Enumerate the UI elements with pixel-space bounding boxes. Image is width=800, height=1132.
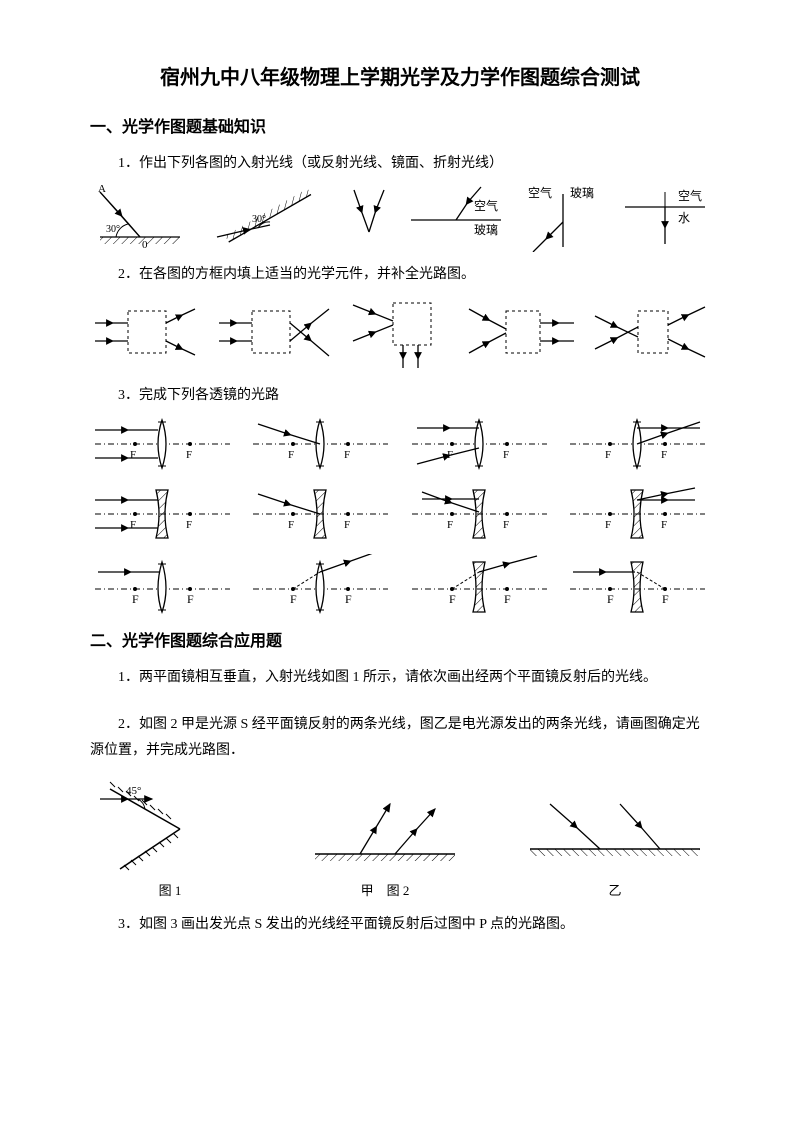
F-l1a: F bbox=[130, 449, 136, 461]
lens-concave-1: F F bbox=[90, 484, 235, 544]
lens-concave-3: F F bbox=[407, 484, 552, 544]
F-l4b: F bbox=[661, 449, 667, 461]
section2-q1: 1．两平面镜相互垂直，入射光线如图 1 所示，请依次画出经两个平面镜反射后的光线… bbox=[90, 665, 710, 690]
lens-convex-4: F F bbox=[565, 414, 710, 474]
fig-perp-mirrors: 45° bbox=[90, 769, 250, 879]
q2-figures bbox=[90, 293, 710, 373]
page-title: 宿州九中八年级物理上学期光学及力学作图题综合测试 bbox=[90, 60, 710, 96]
jia-label: 甲 bbox=[361, 883, 374, 898]
label-O: 0 bbox=[142, 239, 148, 251]
F-l3b: F bbox=[503, 449, 509, 461]
section2-header: 二、光学作图题综合应用题 bbox=[90, 628, 710, 657]
section1-header: 一、光学作图题基础知识 bbox=[90, 114, 710, 143]
F-m2a: F bbox=[290, 592, 297, 606]
F-l2b: F bbox=[344, 449, 350, 461]
F-m4b: F bbox=[662, 592, 669, 606]
section2-figures: 45° 图 1 甲 图 2 乙 bbox=[90, 769, 710, 902]
F-l1b: F bbox=[186, 449, 192, 461]
F-c2b: F bbox=[344, 519, 350, 531]
fig-box1 bbox=[90, 301, 205, 366]
q3-row2: F F F F F F F F bbox=[90, 484, 710, 544]
F-m1b: F bbox=[187, 592, 194, 606]
fig-mirror-30: A 30° 0 bbox=[90, 182, 190, 252]
section1-q2: 2．在各图的方框内填上适当的光学元件，并补全光路图。 bbox=[90, 262, 710, 287]
q1-figures: A 30° 0 30° 空气 玻璃 空气 玻璃 空气 水 bbox=[90, 182, 710, 252]
label-air-f: 空气 bbox=[678, 188, 702, 203]
lens-convex-1: F F bbox=[90, 414, 235, 474]
q3-row1: F F F F F F F F bbox=[90, 414, 710, 474]
fig1-caption: 图 1 bbox=[90, 879, 250, 902]
fig-air-water: 空气 水 bbox=[620, 182, 710, 252]
F-c3b: F bbox=[503, 519, 509, 531]
fig2-yi bbox=[520, 789, 710, 879]
F-c1b: F bbox=[186, 519, 192, 531]
label-air-d: 空气 bbox=[474, 198, 498, 213]
F-m3b: F bbox=[504, 592, 511, 606]
F-c3a: F bbox=[447, 519, 453, 531]
fig-box5 bbox=[590, 301, 710, 366]
fig-angled-mirror: 30° bbox=[202, 182, 322, 252]
label-30-b: 30° bbox=[252, 214, 266, 225]
fig-air-glass-v: 空气 玻璃 bbox=[518, 182, 608, 252]
fig-air-glass-h: 空气 玻璃 bbox=[406, 182, 506, 252]
F-m2b: F bbox=[345, 592, 352, 606]
F-c4a: F bbox=[605, 519, 611, 531]
lens-mix-4: F F bbox=[565, 554, 710, 614]
lens-concave-2: F F bbox=[248, 484, 393, 544]
yi-label: 乙 bbox=[520, 879, 710, 902]
label-glass-d: 玻璃 bbox=[474, 223, 498, 237]
lens-mix-1: F F bbox=[90, 554, 235, 614]
fig-box3 bbox=[348, 293, 458, 373]
fig2-label: 图 2 bbox=[387, 883, 410, 898]
F-c4b: F bbox=[661, 519, 667, 531]
label-30-a: 30° bbox=[106, 224, 120, 235]
fig-v-rays bbox=[334, 182, 394, 252]
F-l2a: F bbox=[288, 449, 294, 461]
label-A: A bbox=[98, 183, 106, 195]
fig-box2 bbox=[214, 301, 339, 366]
F-c1a: F bbox=[130, 519, 136, 531]
fig2-jia bbox=[300, 789, 470, 879]
label-water-f: 水 bbox=[678, 211, 690, 225]
F-l4a: F bbox=[605, 449, 611, 461]
label-glass-e: 玻璃 bbox=[570, 186, 594, 200]
lens-mix-2: F F bbox=[248, 554, 393, 614]
section2-q2: 2．如图 2 甲是光源 S 经平面镜反射的两条光线，图乙是电光源发出的两条光线，… bbox=[90, 712, 710, 762]
F-m4a: F bbox=[607, 592, 614, 606]
lens-convex-2: F F bbox=[248, 414, 393, 474]
F-m3a: F bbox=[449, 592, 456, 606]
lens-concave-4: F F bbox=[565, 484, 710, 544]
section1-q1: 1．作出下列各图的入射光线（或反射光线、镜面、折射光线） bbox=[90, 151, 710, 176]
q3-row3: F F F F F F F F bbox=[90, 554, 710, 614]
label-air-e: 空气 bbox=[528, 185, 552, 200]
label-45: 45° bbox=[126, 785, 141, 797]
F-m1a: F bbox=[132, 592, 139, 606]
lens-convex-3: F F bbox=[407, 414, 552, 474]
fig-box4 bbox=[466, 301, 581, 366]
section1-q3: 3．完成下列各透镜的光路 bbox=[90, 383, 710, 408]
section2-q3: 3．如图 3 画出发光点 S 发出的光线经平面镜反射后过图中 P 点的光路图。 bbox=[90, 912, 710, 937]
F-c2a: F bbox=[288, 519, 294, 531]
lens-mix-3: F F bbox=[407, 554, 552, 614]
